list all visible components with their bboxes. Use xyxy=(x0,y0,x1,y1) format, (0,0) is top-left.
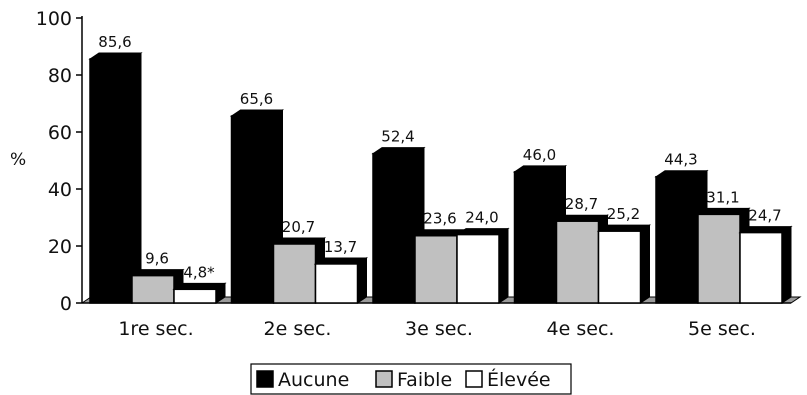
labels-group: 85,6 9,6 4,8* 1re sec. 65,6 20,7 13,7 2e sec. 52… xyxy=(98,33,781,340)
data-label: 24,7 xyxy=(748,207,781,225)
x-tick-label: 5e sec. xyxy=(688,318,756,340)
bar-top xyxy=(88,52,143,60)
legend-label: Faible xyxy=(397,369,452,391)
y-tick-label: 100 xyxy=(36,8,72,30)
data-label: 46,0 xyxy=(523,146,556,164)
data-label: 13,7 xyxy=(324,238,357,256)
bar-top xyxy=(313,257,369,265)
data-label: 28,7 xyxy=(565,195,598,213)
data-label: 9,6 xyxy=(145,250,169,268)
data-label: 85,6 xyxy=(98,33,131,51)
bar-top xyxy=(455,228,510,236)
legend-box xyxy=(250,363,572,395)
bar-side xyxy=(131,52,142,304)
bar-top xyxy=(271,237,327,245)
bar-élevée xyxy=(314,263,359,304)
y-axis-label: % xyxy=(10,150,26,170)
bar-top xyxy=(554,214,610,222)
x-tick-label: 4e sec. xyxy=(547,318,615,340)
y-tick-label: 80 xyxy=(48,65,72,87)
bar-élevée xyxy=(456,233,500,304)
bar-élevée xyxy=(739,231,783,304)
bar-side xyxy=(781,225,792,304)
bar-faible xyxy=(414,234,458,304)
bar-aucune xyxy=(230,115,275,304)
data-label: 24,0 xyxy=(465,209,498,227)
data-label: 25,2 xyxy=(607,205,640,223)
bar-side xyxy=(498,227,509,304)
data-label: 4,8* xyxy=(183,263,215,281)
data-label: 20,7 xyxy=(282,218,315,236)
legend-swatch xyxy=(465,370,483,388)
bar-top xyxy=(172,282,227,290)
data-label: 52,4 xyxy=(381,128,414,146)
bar-top xyxy=(371,147,426,155)
bar-top xyxy=(512,165,568,173)
bar-faible xyxy=(697,213,741,304)
legend-swatch xyxy=(256,370,274,388)
x-tick-label: 3e sec. xyxy=(405,318,473,340)
bar-side xyxy=(357,257,367,304)
bars-group xyxy=(88,52,793,304)
data-label: 44,3 xyxy=(664,151,697,169)
y-tick-label: 20 xyxy=(48,236,72,258)
bar-aucune xyxy=(513,171,558,304)
data-label: 31,1 xyxy=(706,188,739,206)
bar-side xyxy=(640,224,650,304)
data-label: 23,6 xyxy=(423,210,456,228)
bar-élevée xyxy=(173,288,217,304)
y-tick-label: 60 xyxy=(48,122,72,144)
bar-top xyxy=(738,226,793,234)
legend: Aucune Faible Élevée xyxy=(250,363,572,395)
y-tick-label: 40 xyxy=(48,179,72,201)
bar-top xyxy=(696,207,751,215)
bar-aucune xyxy=(372,152,416,304)
bar-top xyxy=(229,109,285,117)
x-tick-label: 1re sec. xyxy=(118,318,193,340)
bar-faible xyxy=(272,243,317,304)
legend-label: Aucune xyxy=(278,369,349,391)
x-tick-label: 2e sec. xyxy=(264,318,332,340)
bar-top xyxy=(596,224,652,232)
bar-élevée xyxy=(597,230,642,304)
legend-label: Élevée xyxy=(487,368,551,391)
data-label: 65,6 xyxy=(240,90,273,108)
bar-top xyxy=(654,170,709,178)
legend-swatch xyxy=(375,370,393,388)
bar-faible xyxy=(131,274,175,304)
y-tick-label: 0 xyxy=(60,293,72,315)
bar-top xyxy=(130,269,185,277)
bar-aucune xyxy=(89,58,133,304)
bar-aucune xyxy=(655,175,699,304)
bar-faible xyxy=(555,220,600,304)
